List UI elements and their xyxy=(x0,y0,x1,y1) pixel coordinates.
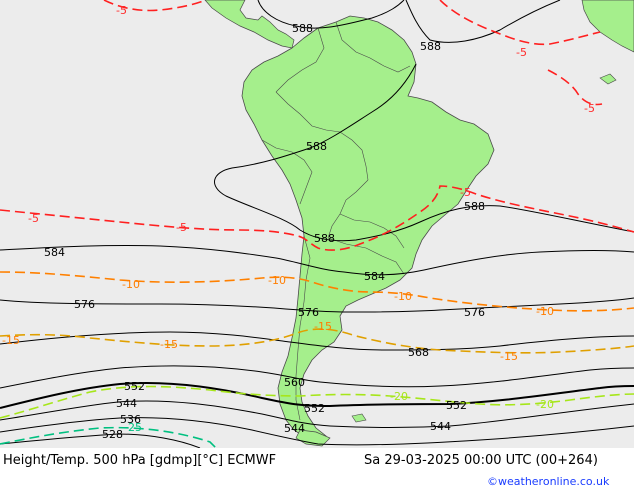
contour-536 xyxy=(0,417,634,446)
isotherm-minus5-atlantic xyxy=(547,69,603,106)
temp-label: -5 xyxy=(116,4,127,17)
contour-560 xyxy=(0,365,634,389)
height-label: 588 xyxy=(306,140,327,153)
height-label: 544 xyxy=(116,397,137,410)
height-label: 576 xyxy=(464,306,485,319)
temp-label: -5 xyxy=(28,212,39,225)
height-label: 544 xyxy=(284,422,305,435)
footer-bar: Height/Temp. 500 hPa [gdmp][°C] ECMWF Sa… xyxy=(0,448,634,490)
land-islet-1 xyxy=(599,73,617,85)
height-label: 588 xyxy=(464,200,485,213)
contour-552 xyxy=(0,381,634,409)
credit-link[interactable]: ©weatheronline.co.uk xyxy=(487,475,610,488)
contour-528 xyxy=(0,433,201,448)
land-caribbean xyxy=(581,0,634,53)
height-label: 584 xyxy=(364,270,385,283)
isotherm-minus15 xyxy=(0,328,634,354)
temp-label: -5 xyxy=(516,46,527,59)
height-label: 536 xyxy=(120,413,141,426)
height-label: 552 xyxy=(124,380,145,393)
isotherm-minus5-top xyxy=(103,0,207,12)
temp-label: -15 xyxy=(160,338,178,351)
contour-588-central xyxy=(214,63,634,242)
temp-label: -10 xyxy=(394,290,412,303)
temp-label: -25 xyxy=(124,421,142,434)
temp-label: -10 xyxy=(536,305,554,318)
temp-label: -10 xyxy=(268,274,286,287)
contour-584 xyxy=(0,244,634,276)
contour-588-north xyxy=(257,0,405,29)
height-label: 588 xyxy=(314,232,335,245)
height-label: 584 xyxy=(44,246,65,259)
temp-label: -10 xyxy=(122,278,140,291)
height-label: 576 xyxy=(74,298,95,311)
land-central-america xyxy=(204,0,295,49)
height-labels: 588 588 588 588 588 584 584 576 576 576 … xyxy=(44,22,485,441)
height-label: 552 xyxy=(304,402,325,415)
land-falklands xyxy=(351,413,367,423)
chart-title: Height/Temp. 500 hPa [gdmp][°C] ECMWF xyxy=(3,453,277,468)
isotherm-minus25 xyxy=(0,426,217,448)
temp-label: -20 xyxy=(390,390,408,403)
temp-label: -15 xyxy=(314,320,332,333)
height-label: 568 xyxy=(408,346,429,359)
height-label: 588 xyxy=(420,40,441,53)
contour-588-carib xyxy=(405,0,561,43)
temp-label: -15 xyxy=(2,334,20,347)
contour-576 xyxy=(0,297,634,313)
country-borders xyxy=(261,21,411,421)
temp-label: -20 xyxy=(536,398,554,411)
height-label: 544 xyxy=(430,420,451,433)
contour-568 xyxy=(0,331,634,351)
isotherm-minus20 xyxy=(0,385,634,419)
temperature-labels: -5 -5 -5 -5 -5 -5 -10 -10 -10 -10 -15 -1… xyxy=(2,4,595,434)
temp-label: -5 xyxy=(584,102,595,115)
temp-label: -5 xyxy=(176,221,187,234)
isotherm-minus10 xyxy=(0,271,634,312)
temp-label: -15 xyxy=(500,350,518,363)
temp-label: -5 xyxy=(460,186,471,199)
map-area: 588 588 588 588 588 584 584 576 576 576 … xyxy=(0,0,634,448)
valid-time: Sa 29-03-2025 00:00 UTC (00+264) xyxy=(364,453,598,468)
height-label: 552 xyxy=(446,399,467,412)
height-label: 588 xyxy=(292,22,313,35)
height-label: 560 xyxy=(284,376,305,389)
height-label: 576 xyxy=(298,306,319,319)
land-south-america xyxy=(241,15,495,441)
isotherm-minus5-main xyxy=(0,185,634,251)
isotherm-minus5-ne xyxy=(439,0,601,46)
contour-544 xyxy=(0,400,634,428)
temperature-contours xyxy=(0,0,634,448)
height-contours xyxy=(0,0,634,448)
land-tierra-del-fuego xyxy=(295,429,331,447)
height-label: 528 xyxy=(102,428,123,441)
